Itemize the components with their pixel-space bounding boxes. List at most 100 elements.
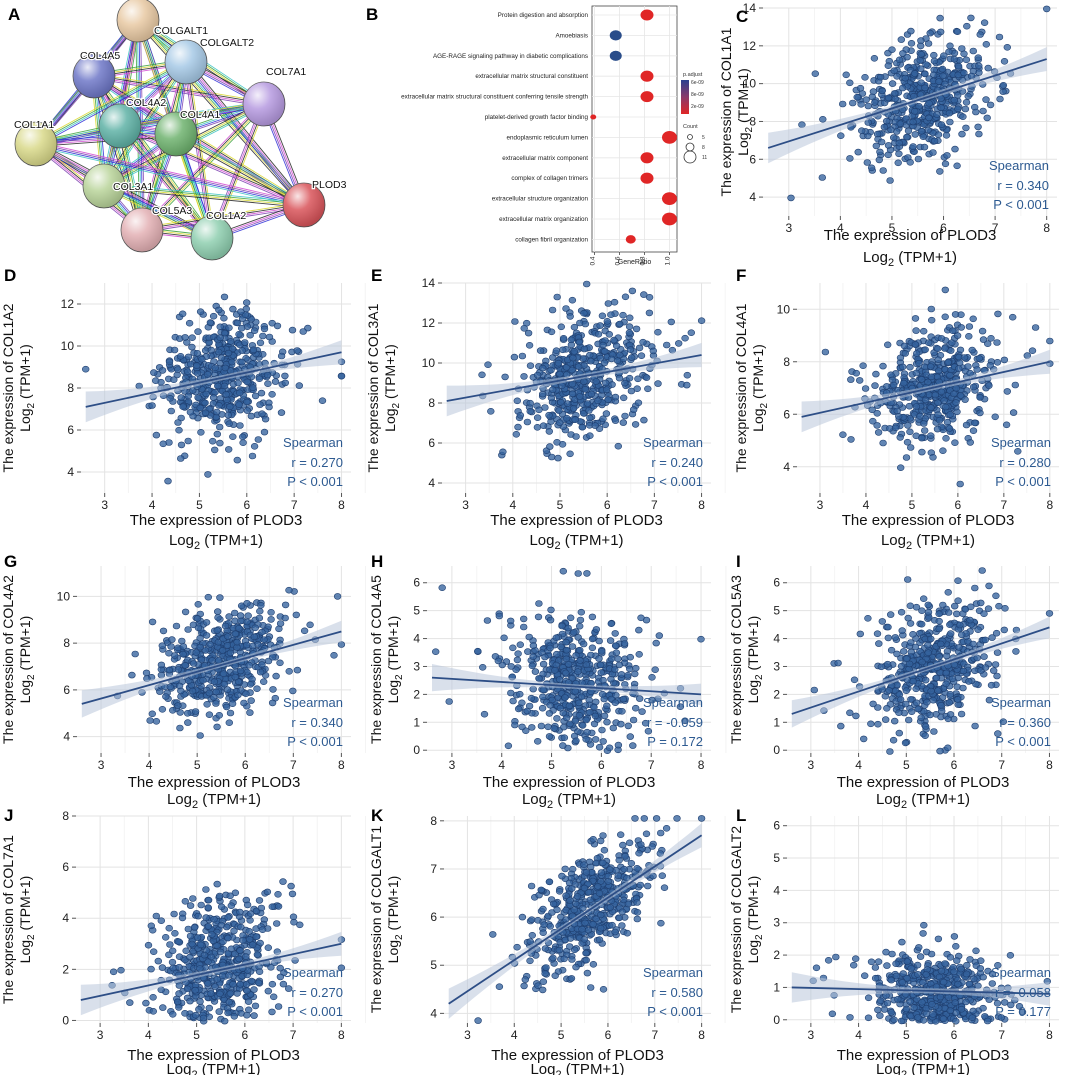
data-point <box>934 411 942 419</box>
data-point <box>299 328 307 335</box>
data-point <box>117 966 125 974</box>
data-point <box>243 599 251 607</box>
data-point <box>984 64 992 72</box>
data-point <box>919 595 928 603</box>
data-point <box>268 980 277 988</box>
data-point <box>853 93 861 101</box>
node-shine <box>83 164 125 208</box>
y-axis-title: The expression of COL5A3 <box>728 575 744 744</box>
x-tick-label: 6 <box>940 221 947 235</box>
data-point <box>202 632 211 639</box>
r-value: r = 0.340 <box>997 178 1049 193</box>
network-edge <box>104 183 305 204</box>
data-point <box>603 702 611 710</box>
data-point <box>199 676 207 684</box>
data-point <box>168 958 177 966</box>
data-point <box>898 84 907 92</box>
data-point <box>607 311 615 319</box>
data-point <box>552 650 561 658</box>
data-point <box>538 704 547 712</box>
y-tick-label: 14 <box>743 1 757 15</box>
data-point <box>993 339 1001 346</box>
data-point <box>256 607 264 615</box>
p-value: P < 0.001 <box>287 734 343 749</box>
x-tick-label: 8 <box>1043 221 1050 235</box>
data-point <box>894 159 902 167</box>
data-point <box>264 987 272 995</box>
data-point <box>916 412 924 420</box>
data-point <box>213 430 222 438</box>
data-point <box>238 324 246 332</box>
data-point <box>882 117 891 125</box>
term-label: Amoebiasis <box>555 32 588 39</box>
data-point <box>620 640 629 647</box>
data-point <box>611 417 620 424</box>
data-point <box>852 369 860 377</box>
data-point <box>577 693 586 701</box>
data-point <box>295 382 303 389</box>
data-point <box>1009 409 1018 416</box>
spearman-label: Spearman <box>283 435 343 450</box>
data-point <box>648 673 656 681</box>
data-point <box>236 389 244 397</box>
data-point <box>599 738 607 745</box>
data-point <box>927 404 935 411</box>
x-tick-label: 8 <box>698 498 705 512</box>
data-point <box>978 327 987 335</box>
data-point <box>233 638 241 646</box>
network-edge <box>183 63 303 207</box>
data-point <box>946 42 954 50</box>
data-point <box>621 379 629 387</box>
data-point <box>667 318 675 326</box>
network-edge <box>36 141 305 204</box>
data-point <box>555 419 564 426</box>
data-point <box>963 22 971 30</box>
node-label: COL3A1 <box>113 181 153 193</box>
y-tick-label: 0 <box>773 743 780 757</box>
data-point <box>910 108 919 115</box>
data-point <box>582 280 591 288</box>
data-point <box>586 432 594 440</box>
data-point <box>221 364 230 372</box>
data-point <box>337 372 346 380</box>
data-point <box>184 925 193 933</box>
data-point <box>528 662 536 670</box>
data-point <box>628 287 637 295</box>
data-point <box>969 640 977 648</box>
panel-letter-h: H <box>371 552 383 571</box>
data-point <box>179 650 187 658</box>
data-point <box>904 422 912 429</box>
data-point <box>957 324 965 331</box>
data-point <box>917 127 926 135</box>
node-shine <box>117 0 159 42</box>
y-axis-title: The expression of COL7A1 <box>0 835 16 1004</box>
data-point <box>260 428 269 436</box>
data-point <box>248 452 257 460</box>
data-point <box>264 944 272 952</box>
data-point <box>560 734 569 742</box>
data-point <box>216 990 224 998</box>
network-edge <box>141 203 304 230</box>
data-point <box>259 332 267 340</box>
data-point <box>576 393 584 400</box>
network-node-col4a1: COL4A1 <box>154 108 222 157</box>
y-axis-title: The expression of COL3A1 <box>365 303 381 472</box>
x-tick-label: 3 <box>785 221 792 235</box>
data-point <box>239 439 247 447</box>
data-point <box>174 366 182 373</box>
data-point <box>224 349 233 357</box>
data-point <box>546 443 554 450</box>
data-point <box>194 600 202 608</box>
data-point <box>937 121 946 128</box>
data-point <box>174 998 182 1006</box>
data-point <box>560 723 568 731</box>
x-tick-label: 7 <box>651 498 658 512</box>
data-point <box>615 661 624 669</box>
data-point <box>1011 381 1019 389</box>
data-point <box>559 334 568 342</box>
data-point <box>587 357 595 365</box>
data-point <box>561 694 569 701</box>
data-point <box>965 323 974 330</box>
